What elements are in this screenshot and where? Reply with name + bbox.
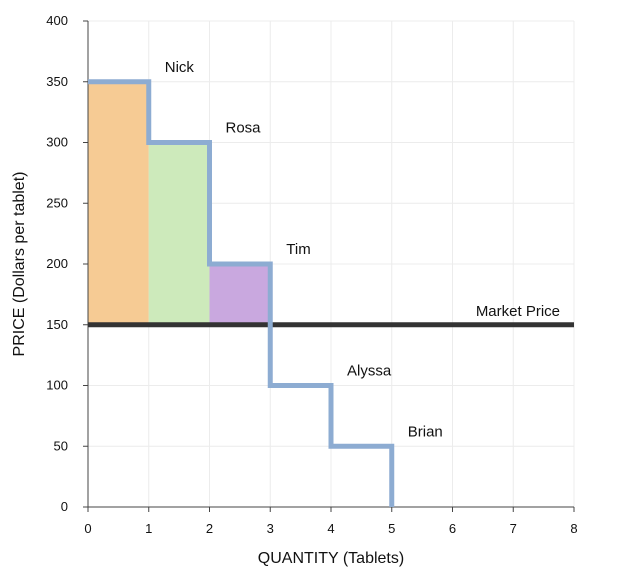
surplus-area-tim — [209, 264, 271, 325]
tick-labels: 0 50 100 150 200 250 300 350 400 0 1 2 3 4 5 6 7 8 — [46, 13, 577, 536]
y-tick-label: 100 — [46, 378, 68, 393]
x-tick-label: 5 — [388, 521, 395, 536]
y-tick-label: 200 — [46, 256, 68, 271]
x-axis-title: QUANTITY (Tablets) — [258, 550, 404, 567]
demand-curve — [88, 79, 395, 507]
axes — [83, 20, 575, 512]
x-tick-label: 1 — [145, 521, 152, 536]
y-tick-label: 400 — [46, 13, 68, 28]
y-axis-title: PRICE (Dollars per tablet) — [11, 172, 28, 357]
y-tick-label: 150 — [46, 317, 68, 332]
x-tick-label: 4 — [327, 521, 334, 536]
x-tick-label: 0 — [84, 521, 91, 536]
market-price-label: Market Price — [476, 303, 560, 320]
buyer-label-nick: Nick — [165, 59, 195, 76]
buyer-label-brian: Brian — [408, 423, 443, 440]
series-layer — [88, 79, 574, 507]
buyer-labels: Market Price Nick Rosa Tim Alyssa Brian — [165, 59, 560, 441]
surplus-area-rosa — [148, 142, 210, 325]
buyer-label-rosa: Rosa — [226, 120, 262, 137]
x-tick-label: 2 — [206, 521, 213, 536]
surplus-area-nick — [88, 81, 149, 325]
buyer-label-tim: Tim — [286, 241, 310, 258]
surplus-areas — [88, 81, 271, 325]
buyer-label-alyssa: Alyssa — [347, 363, 392, 380]
y-tick-label: 250 — [46, 195, 68, 210]
x-tick-label: 8 — [570, 521, 577, 536]
y-tick-label: 300 — [46, 135, 68, 150]
y-tick-label: 350 — [46, 74, 68, 89]
x-tick-label: 6 — [449, 521, 456, 536]
y-tick-label: 50 — [54, 438, 68, 453]
x-tick-label: 3 — [267, 521, 274, 536]
y-tick-label: 0 — [61, 499, 68, 514]
x-tick-label: 7 — [510, 521, 517, 536]
